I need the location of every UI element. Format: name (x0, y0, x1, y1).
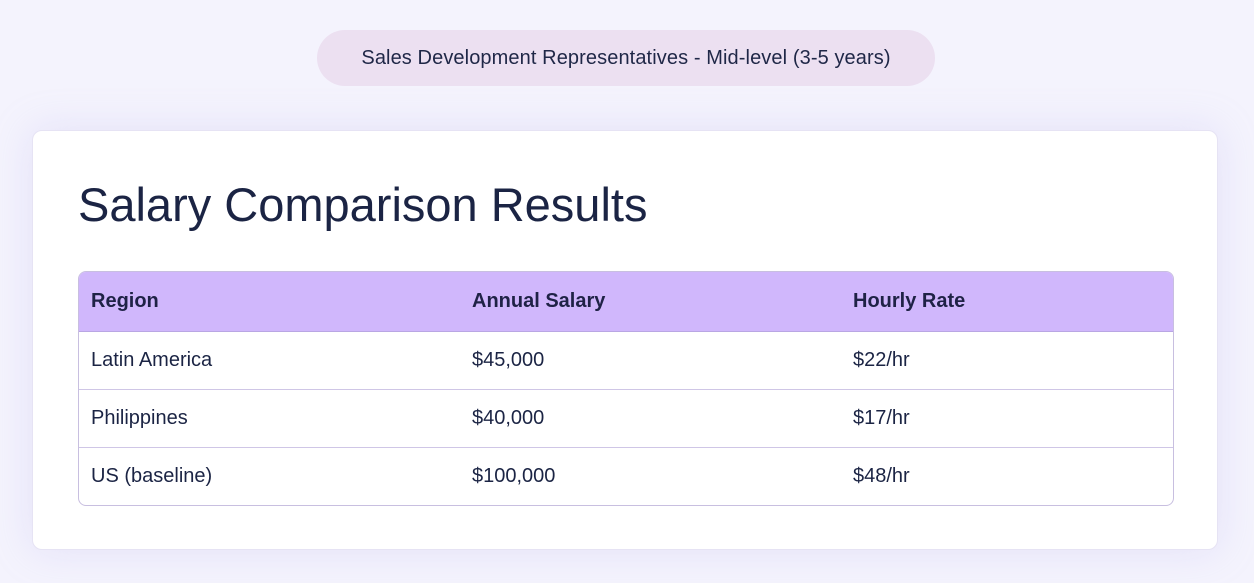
column-header-hourly-rate: Hourly Rate (841, 272, 1173, 332)
salary-table-container: Region Annual Salary Hourly Rate Latin A… (78, 271, 1174, 506)
results-title: Salary Comparison Results (78, 178, 648, 231)
table-row: US (baseline) $100,000 $48/hr (79, 447, 1173, 505)
table-header-row: Region Annual Salary Hourly Rate (79, 272, 1173, 332)
column-header-annual-salary: Annual Salary (460, 272, 841, 332)
results-card: Salary Comparison Results Region Annual … (32, 130, 1218, 550)
cell-region: Latin America (79, 331, 460, 390)
column-header-region: Region (79, 272, 460, 332)
salary-table: Region Annual Salary Hourly Rate Latin A… (79, 272, 1173, 505)
cell-hourly-rate: $22/hr (841, 331, 1173, 390)
cell-hourly-rate: $17/hr (841, 389, 1173, 448)
table-row: Latin America $45,000 $22/hr (79, 331, 1173, 390)
cell-annual-salary: $45,000 (460, 331, 841, 390)
cell-annual-salary: $40,000 (460, 389, 841, 448)
table-row: Philippines $40,000 $17/hr (79, 389, 1173, 448)
cell-region: US (baseline) (91, 464, 213, 487)
role-badge: Sales Development Representatives - Mid-… (317, 30, 935, 86)
cell-hourly-rate: $48/hr (853, 464, 910, 487)
cell-annual-salary: $100,000 (472, 464, 556, 487)
cell-region: Philippines (79, 389, 460, 448)
